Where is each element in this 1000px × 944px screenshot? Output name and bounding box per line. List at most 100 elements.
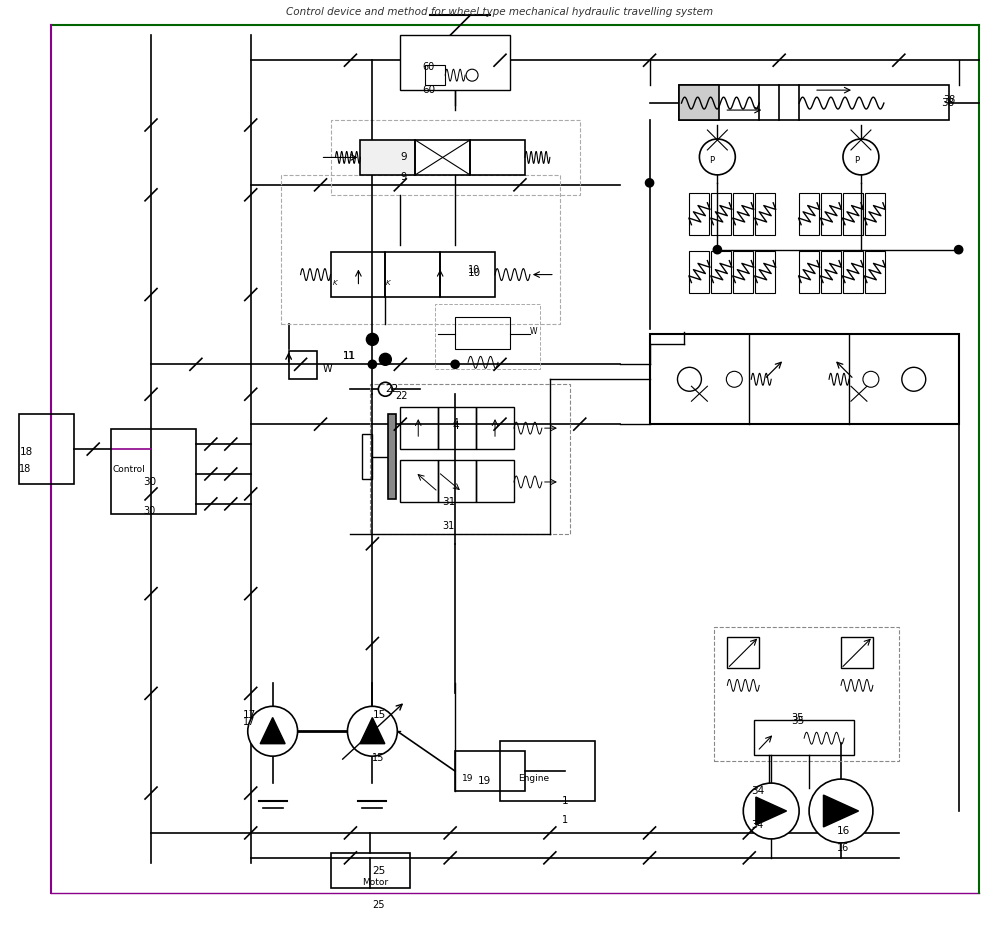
Text: 10: 10 [468,264,480,275]
Text: W: W [323,364,332,374]
Bar [500,741,595,801]
Bar [400,407,438,449]
Text: K: K [332,279,337,285]
Text: 17: 17 [243,710,256,720]
Text: Motor: Motor [362,878,389,886]
Bar [385,252,440,296]
Text: 38: 38 [944,95,956,105]
Text: P: P [709,156,715,165]
Circle shape [809,779,873,843]
Text: 4: 4 [452,421,459,431]
Text: 17: 17 [243,717,255,727]
Bar [711,193,731,235]
Bar [821,193,841,235]
Bar [754,720,854,755]
Bar [799,251,819,293]
Text: 11: 11 [342,351,355,362]
Text: 25: 25 [372,900,385,910]
Bar [435,305,540,369]
Bar [331,852,410,887]
Text: 38: 38 [941,98,954,109]
Circle shape [713,245,721,254]
Bar [727,636,759,668]
Bar [733,193,753,235]
Text: 35: 35 [791,714,804,723]
Text: 16: 16 [837,843,849,852]
Bar [689,193,709,235]
Bar [331,120,580,194]
Bar [476,407,514,449]
Bar [415,140,470,175]
Text: W: W [530,328,537,336]
Bar [799,193,819,235]
Bar [370,384,570,533]
Text: P: P [854,156,859,165]
Bar [400,35,510,90]
Bar [733,251,753,293]
Text: 30: 30 [143,506,155,515]
Circle shape [743,784,799,839]
Text: 18: 18 [19,464,32,474]
Text: 15: 15 [372,710,386,720]
Text: Control: Control [113,465,145,474]
Text: 4: 4 [452,418,458,429]
Text: Engine: Engine [518,774,549,784]
Text: 60: 60 [422,85,435,95]
Text: 10: 10 [468,267,481,278]
Bar [455,751,525,791]
Bar [755,193,775,235]
Bar [360,140,415,175]
Bar [438,407,476,449]
Bar [821,251,841,293]
Bar [438,460,476,502]
Bar [425,65,445,85]
Text: 9: 9 [400,172,406,182]
Circle shape [646,178,654,187]
Bar [755,251,775,293]
Bar [714,627,899,761]
Bar [440,252,495,296]
Bar [281,175,560,325]
Bar [679,85,949,120]
Text: 11: 11 [342,351,356,362]
Text: 16: 16 [837,826,850,836]
Text: 35: 35 [791,716,804,726]
Bar [388,414,396,499]
Bar [111,430,196,514]
Circle shape [248,706,298,756]
Bar [843,251,863,293]
Text: 31: 31 [442,497,455,507]
Bar [865,193,885,235]
Text: 9: 9 [400,152,407,162]
Text: 30: 30 [143,477,156,487]
Bar [289,351,317,379]
Bar [841,636,873,668]
Polygon shape [260,717,285,744]
Polygon shape [756,797,787,825]
Text: 22: 22 [395,391,408,401]
Text: 34: 34 [751,820,764,830]
Circle shape [379,353,391,365]
Bar [689,251,709,293]
Text: 34: 34 [751,786,765,796]
Text: 1: 1 [562,796,568,806]
Bar [19,414,74,484]
Bar [865,251,885,293]
Polygon shape [360,717,385,744]
Circle shape [366,333,378,346]
Bar [476,460,514,502]
Text: K: K [385,279,390,285]
Text: 60: 60 [422,62,434,72]
Circle shape [347,706,397,756]
Text: 1: 1 [562,815,568,825]
Bar [843,193,863,235]
Text: 31: 31 [442,521,454,531]
Text: 18: 18 [19,447,33,457]
Text: Control device and method for wheel type mechanical hydraulic travelling system: Control device and method for wheel type… [286,8,714,17]
Bar [470,140,525,175]
Text: 25: 25 [372,866,386,876]
Text: 22: 22 [385,384,399,395]
Bar [650,334,959,424]
Bar [455,317,510,349]
Bar [400,460,438,502]
